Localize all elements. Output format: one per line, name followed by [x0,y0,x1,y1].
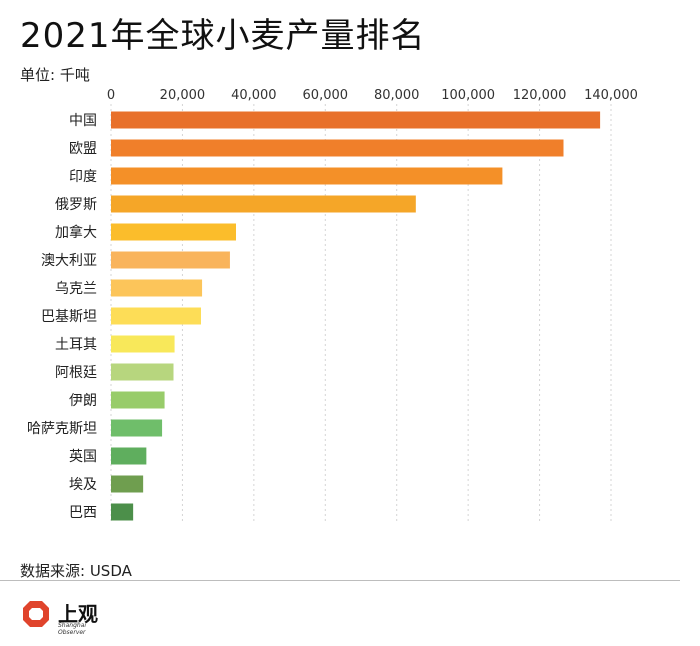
category-label: 俄罗斯 [55,197,97,213]
bar [111,251,230,269]
divider [0,580,680,581]
bar [111,475,144,493]
chart-title: 2021年全球小麦产量排名 [20,16,426,56]
bar [111,279,203,297]
unit-label: 单位: 千吨 [20,66,90,84]
publisher-logo[interactable]: 上观 Shanghai Observer [22,598,112,636]
category-label: 印度 [69,169,97,185]
bar [111,335,175,353]
bar [111,447,147,465]
bar [111,167,503,185]
bar [111,111,601,129]
category-label: 巴西 [69,505,97,521]
x-tick-label: 0 [107,88,115,103]
bar-chart: 0 20,000 40,000 60,000 80,000 100,000 120,000 1… [27,88,638,522]
bar [111,503,134,521]
source-note: 数据来源: USDA [20,562,132,580]
bar [111,223,236,241]
category-label: 加拿大 [55,224,97,241]
x-tick-label: 120,000 [513,88,567,103]
x-tick-label: 140,000 [584,88,638,103]
category-label: 埃及 [69,477,97,493]
x-tick-label: 40,000 [231,88,277,103]
bar [111,195,416,213]
bar [111,391,165,409]
x-tick-label: 20,000 [160,88,206,103]
category-label: 伊朗 [69,393,97,409]
bar [111,139,564,157]
category-label: 乌克兰 [55,281,97,297]
category-label: 英国 [69,448,97,465]
x-tick-label: 60,000 [303,88,349,103]
category-label: 澳大利亚 [41,253,97,269]
category-label: 欧盟 [69,141,97,157]
category-label: 哈萨克斯坦 [27,421,97,437]
x-tick-label: 80,000 [374,88,420,103]
category-label: 中国 [69,113,97,129]
bar [111,363,174,381]
bar [111,307,201,325]
octagon-logo-icon [23,601,49,627]
category-label: 巴基斯坦 [41,308,97,325]
category-label: 阿根廷 [55,365,97,381]
category-label: 土耳其 [55,337,97,353]
logo-subtext: Shanghai Observer [58,622,87,636]
x-tick-label: 100,000 [441,88,495,103]
bar [111,419,163,437]
logo-text: 上观 [58,602,98,626]
